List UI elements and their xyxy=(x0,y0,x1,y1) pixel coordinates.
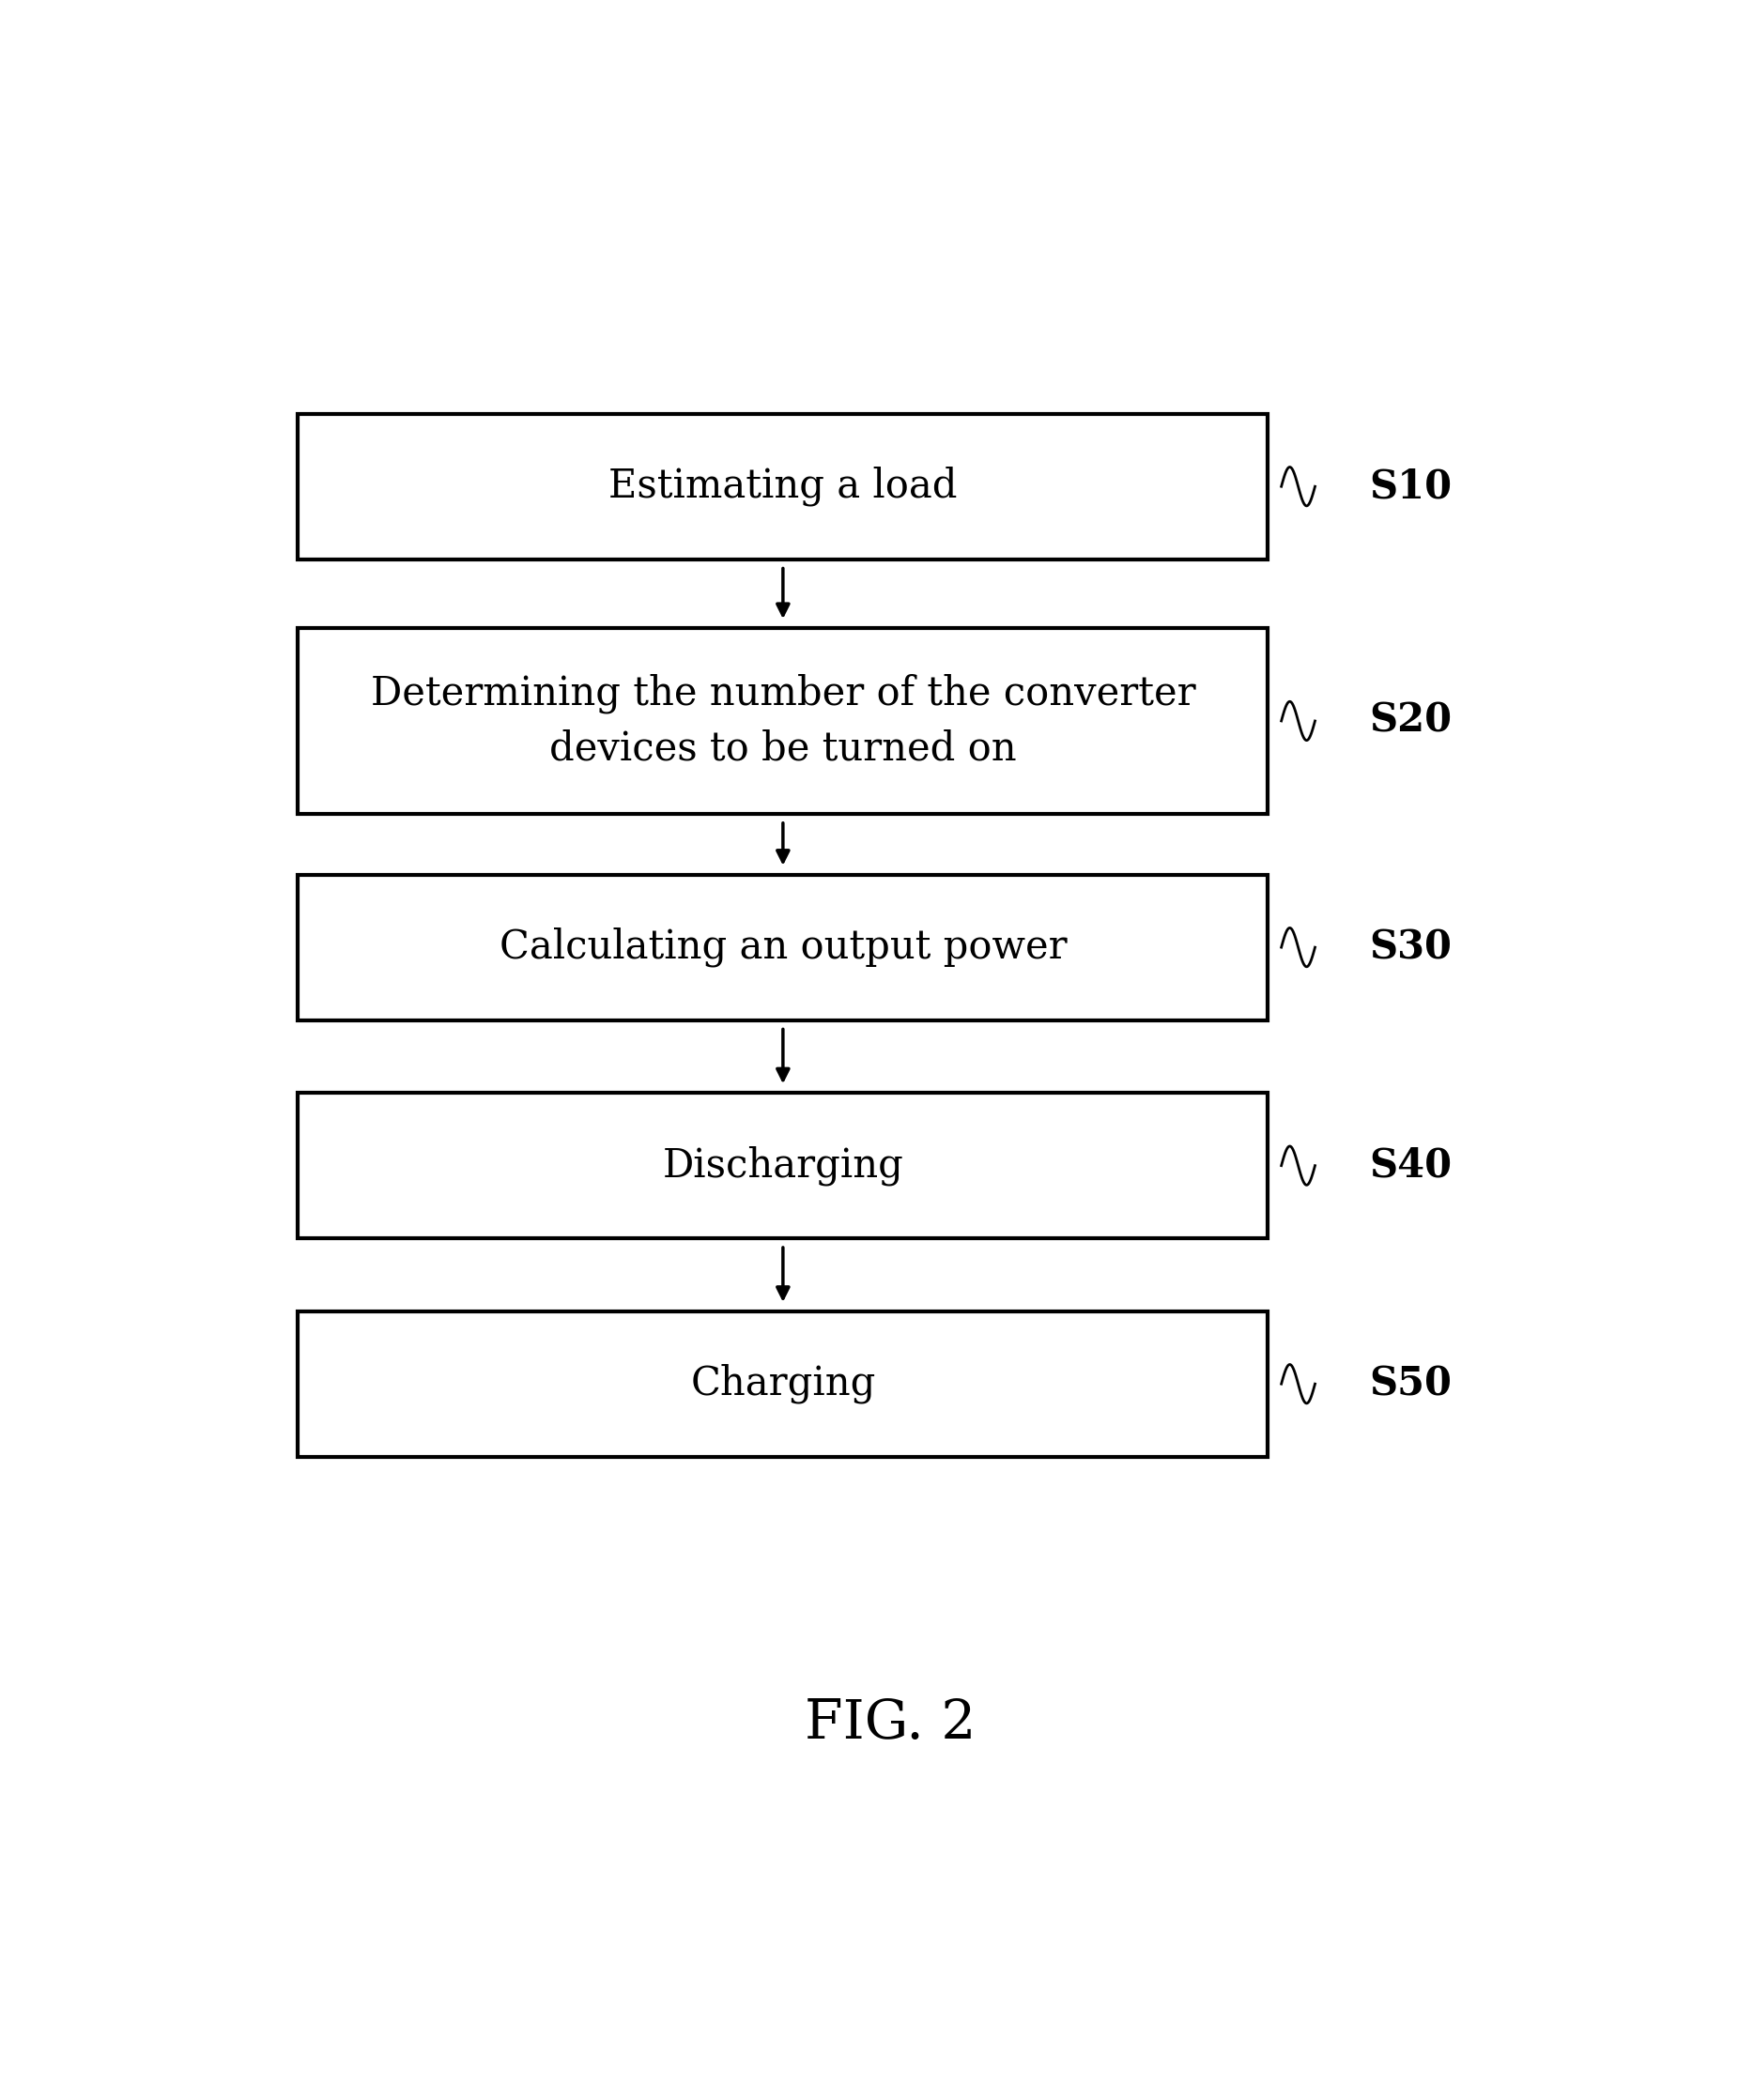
Bar xyxy=(299,414,1267,559)
Text: S30: S30 xyxy=(1370,928,1451,966)
Bar xyxy=(299,628,1267,815)
Text: S10: S10 xyxy=(1370,466,1451,506)
Text: Charging: Charging xyxy=(690,1365,876,1403)
Bar xyxy=(299,874,1267,1021)
Text: S50: S50 xyxy=(1370,1365,1451,1403)
Text: Determining the number of the converter
devices to be turned on: Determining the number of the converter … xyxy=(370,674,1196,769)
Text: Discharging: Discharging xyxy=(662,1147,904,1186)
Text: Calculating an output power: Calculating an output power xyxy=(499,928,1067,968)
Bar xyxy=(299,1310,1267,1457)
Text: S40: S40 xyxy=(1370,1147,1451,1184)
Text: Estimating a load: Estimating a load xyxy=(608,466,958,506)
Text: S20: S20 xyxy=(1370,701,1451,741)
Text: FIG. 2: FIG. 2 xyxy=(805,1697,977,1749)
Bar xyxy=(299,1092,1267,1239)
